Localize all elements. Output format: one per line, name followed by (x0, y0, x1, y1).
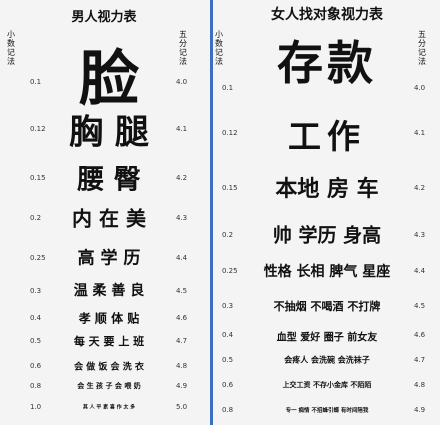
chart-text: 上交工资 不存小金库 不陌陌 (282, 381, 372, 389)
five-point-value: 4.2 (414, 184, 426, 192)
decimal-value: 1.0 (30, 403, 42, 411)
five-point-value: 4.0 (414, 84, 426, 92)
five-point-value: 4.0 (176, 78, 188, 86)
chart-text: 高 学 历 (77, 248, 141, 269)
five-point-value: 4.9 (414, 406, 426, 414)
five-point-value: 4.2 (176, 174, 188, 182)
five-point-value: 4.6 (176, 314, 188, 322)
chart-text: 其 人 平 素 喜 作 太 多 (82, 404, 136, 411)
five-point-value: 4.3 (414, 231, 426, 239)
decimal-value: 0.5 (222, 356, 234, 364)
chart-text: 温 柔 善 良 (73, 283, 145, 299)
chart-row: 0.2 4.3 (0, 213, 208, 223)
chart-row: 1.0 5.0 (0, 402, 208, 412)
chart-row: 0.25 4.4 (0, 253, 208, 263)
chart-text: 每 天 要 上 班 (73, 335, 145, 348)
decimal-value: 0.6 (222, 381, 234, 389)
decimal-value: 0.1 (30, 78, 42, 86)
five-point-value: 4.9 (176, 382, 188, 390)
five-point-notation-label: 五分记法 (179, 30, 187, 66)
chart-text: 血型 爱好 圈子 前女友 (276, 332, 378, 344)
chart-row: 0.12 4.1 (0, 124, 208, 134)
chart-row: 0.2 4.3 (214, 230, 440, 240)
five-point-value: 4.3 (176, 214, 188, 222)
chart-row: 0.3 4.5 (214, 301, 440, 311)
chart-row: 0.15 4.2 (214, 183, 440, 193)
chart-row: 0.1 4.0 (214, 83, 440, 93)
decimal-value: 0.2 (30, 214, 42, 222)
chart-row: 0.6 4.8 (214, 380, 440, 390)
chart-text: 本地 房 车 (275, 177, 379, 202)
chart-text: 腰 臀 (77, 164, 141, 196)
chart-text: 孝 顺 体 贴 (78, 311, 140, 326)
chart-row: 0.25 4.4 (214, 266, 440, 276)
panel-divider (210, 0, 213, 425)
women-chart-title: 女人找对象视力表 (271, 7, 383, 23)
decimal-value: 0.25 (30, 254, 46, 262)
decimal-value: 0.3 (30, 287, 42, 295)
decimal-notation-label: 小数记法 (215, 30, 223, 66)
women-chart-panel: 女人找对象视力表 小数记法 五分记法 0.1 4.0 存款 0.12 4.1 工… (214, 0, 440, 425)
chart-row: 0.8 4.9 (214, 405, 440, 415)
men-chart-title: 男人视力表 (71, 10, 137, 25)
five-point-value: 4.1 (176, 125, 188, 133)
chart-row: 0.3 4.5 (0, 286, 208, 296)
chart-text: 帅 学历 身高 (272, 224, 382, 247)
chart-text: 专一 痴情 不招蜂引蝶 有时间陪我 (285, 408, 369, 414)
chart-row: 0.5 4.7 (0, 336, 208, 346)
chart-row: 0.1 4.0 (0, 77, 208, 87)
chart-text: 会 生 孩 子 会 喂 奶 (77, 382, 141, 390)
chart-row: 0.6 4.8 (0, 361, 208, 371)
chart-row: 0.5 4.7 (214, 355, 440, 365)
decimal-value: 0.25 (222, 267, 238, 275)
chart-text: 存款 (277, 36, 377, 90)
five-point-value: 4.1 (414, 129, 426, 137)
five-point-value: 4.6 (414, 331, 426, 339)
chart-text: 内 在 美 (72, 206, 146, 231)
five-point-value: 4.5 (414, 302, 426, 310)
five-point-value: 5.0 (176, 403, 188, 411)
chart-row: 0.4 4.6 (214, 330, 440, 340)
chart-row: 0.4 4.6 (0, 313, 208, 323)
decimal-value: 0.6 (30, 362, 42, 370)
decimal-value: 0.2 (222, 231, 234, 239)
chart-text: 不抽烟 不喝酒 不打牌 (273, 300, 381, 313)
five-point-value: 4.8 (176, 362, 188, 370)
chart-text: 脸 (79, 44, 139, 115)
chart-text: 胸 腿 (69, 112, 149, 153)
decimal-value: 0.1 (222, 84, 234, 92)
chart-text: 性格 长相 脾气 星座 (263, 264, 391, 280)
five-point-value: 4.7 (414, 356, 426, 364)
chart-row: 0.15 4.2 (0, 173, 208, 183)
five-point-value: 4.5 (176, 287, 188, 295)
decimal-value: 0.3 (222, 302, 234, 310)
men-chart-panel: 男人视力表 小数记法 五分记法 0.1 4.0 脸 0.12 4.1 胸 腿 0… (0, 0, 208, 425)
chart-text: 会疼人 会洗碗 会洗袜子 (284, 355, 370, 365)
five-point-value: 4.4 (414, 267, 426, 275)
decimal-value: 0.15 (30, 174, 46, 182)
decimal-value: 0.8 (30, 382, 42, 390)
decimal-value: 0.4 (30, 314, 42, 322)
chart-text: 会 做 饭 会 洗 衣 (74, 362, 144, 373)
chart-row: 0.8 4.9 (0, 381, 208, 391)
chart-row: 0.12 4.1 (214, 128, 440, 138)
five-point-value: 4.8 (414, 381, 426, 389)
five-point-value: 4.7 (176, 337, 188, 345)
decimal-value: 0.12 (30, 125, 46, 133)
five-point-notation-label: 五分记法 (418, 30, 426, 66)
chart-text: 工作 (288, 117, 366, 156)
decimal-notation-label: 小数记法 (7, 30, 15, 66)
decimal-value: 0.15 (222, 184, 238, 192)
five-point-value: 4.4 (176, 254, 188, 262)
decimal-value: 0.4 (222, 331, 234, 339)
decimal-value: 0.8 (222, 406, 234, 414)
decimal-value: 0.5 (30, 337, 42, 345)
decimal-value: 0.12 (222, 129, 238, 137)
